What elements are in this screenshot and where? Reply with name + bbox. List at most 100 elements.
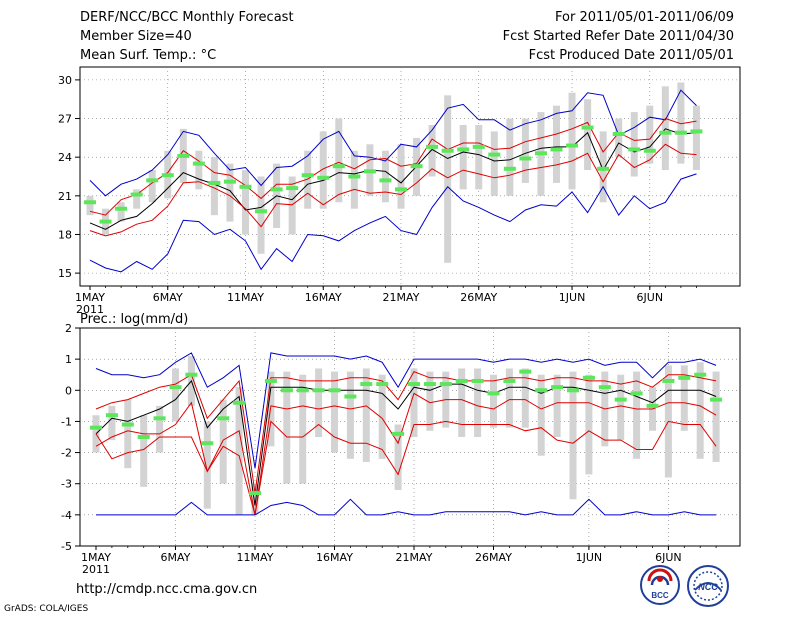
observed-marker	[348, 174, 361, 179]
observed-marker	[472, 144, 485, 149]
x-tick-label: 1MAY	[81, 551, 111, 564]
ensemble-range-bar	[553, 105, 560, 183]
observed-marker	[519, 369, 532, 374]
ensemble-range-bar	[677, 82, 685, 164]
observed-marker	[105, 413, 118, 418]
header-left-variable: Mean Surf. Temp.: °C	[80, 48, 217, 63]
ensemble-range-bar	[569, 371, 577, 500]
observed-marker	[628, 147, 641, 152]
ensemble-range-bar	[251, 483, 259, 515]
y-tick-label: 0	[65, 384, 72, 397]
header-right-started: Fcst Started Refer Date 2011/04/30	[502, 29, 734, 44]
x-tick-label: 6MAY	[153, 291, 183, 304]
observed-marker	[519, 156, 532, 161]
ensemble-range-bar	[410, 368, 418, 437]
series-line-max	[89, 89, 697, 197]
observed-marker	[659, 130, 672, 135]
series-line-lowest	[95, 420, 717, 516]
y-tick-label: -2	[61, 447, 72, 460]
x-tick-label: 6JUN	[655, 551, 682, 564]
observed-marker	[598, 385, 611, 390]
observed-marker	[146, 178, 159, 183]
observed-marker	[690, 129, 703, 134]
ncc-logo: NCC	[687, 565, 729, 607]
observed-marker	[161, 173, 174, 178]
observed-marker	[441, 148, 454, 153]
observed-marker	[130, 192, 143, 197]
observed-marker	[280, 388, 293, 393]
observed-marker	[84, 200, 96, 205]
observed-marker	[344, 394, 357, 399]
ensemble-range-bar	[537, 374, 545, 456]
observed-marker	[487, 391, 500, 396]
header-left-member-size: Member Size=40	[80, 29, 192, 44]
observed-marker	[395, 187, 407, 192]
observed-marker	[379, 178, 392, 183]
ensemble-range-bar	[661, 86, 669, 171]
x-tick-sublabel: 2011	[82, 563, 110, 576]
ensemble-range-bar	[490, 131, 498, 196]
ensemble-range-bar	[617, 374, 625, 441]
ensemble-range-bar	[288, 176, 296, 235]
ensemble-range-bar	[696, 362, 704, 459]
observed-marker	[694, 372, 707, 377]
observed-marker	[503, 166, 516, 171]
series-line-min	[89, 173, 697, 273]
ensemble-range-bar	[133, 189, 141, 209]
ensemble-range-bar	[585, 374, 593, 475]
ensemble-range-bar	[108, 405, 116, 441]
ensemble-range-bar	[521, 368, 529, 428]
ensemble-range-bar	[331, 371, 338, 453]
observed-marker	[567, 388, 579, 393]
ensemble-range-bar	[568, 92, 576, 190]
observed-marker	[646, 403, 659, 408]
ensemble-range-bar	[210, 157, 218, 216]
observed-marker	[317, 175, 330, 180]
observed-marker	[678, 375, 691, 380]
observed-marker	[296, 388, 309, 393]
series-line-min	[96, 498, 717, 516]
observed-marker	[376, 382, 389, 387]
x-tick-label: 1JUN	[559, 291, 586, 304]
observed-marker	[223, 179, 236, 184]
y-tick-label: -4	[61, 509, 72, 522]
x-tick-label: 6MAY	[161, 551, 191, 564]
observed-marker	[582, 375, 595, 380]
x-tick-label: 21MAY	[383, 291, 420, 304]
observed-marker	[201, 441, 214, 446]
ensemble-range-bar	[459, 124, 467, 190]
observed-marker	[169, 385, 182, 390]
observed-marker	[286, 186, 299, 191]
bcc-logo: BCC	[640, 565, 680, 605]
y-tick-label: -3	[61, 478, 72, 491]
ensemble-range-bar	[428, 124, 436, 177]
ensemble-range-bar	[346, 371, 354, 459]
y-tick-label: 1	[65, 353, 72, 366]
ensemble-range-bar	[692, 105, 700, 171]
ensemble-range-bar	[381, 150, 389, 203]
header-left-title: DERF/NCC/BCC Monthly Forecast	[80, 10, 294, 25]
ensemble-range-bar	[505, 368, 513, 428]
ensemble-range-bar	[474, 368, 482, 437]
ensemble-range-bar	[140, 415, 148, 487]
observed-marker	[239, 184, 252, 189]
ncc-logo-text: NCC	[698, 582, 718, 592]
ensemble-range-bar	[630, 112, 638, 177]
ensemble-range-bar	[219, 399, 227, 484]
ensemble-range-bar	[712, 371, 720, 462]
observed-marker	[581, 125, 594, 130]
ensemble-range-bar	[226, 163, 234, 222]
observed-marker	[312, 388, 325, 393]
observed-marker	[249, 491, 261, 496]
ensemble-range-bar	[444, 95, 452, 263]
ensemble-range-bar	[283, 371, 291, 484]
ensemble-range-bar	[319, 131, 327, 209]
ensemble-range-bar	[124, 399, 132, 469]
observed-marker	[597, 166, 610, 171]
ensemble-range-bar	[615, 118, 623, 158]
observed-marker	[392, 431, 405, 436]
observed-marker	[137, 435, 150, 439]
ensemble-range-bar	[242, 170, 249, 235]
